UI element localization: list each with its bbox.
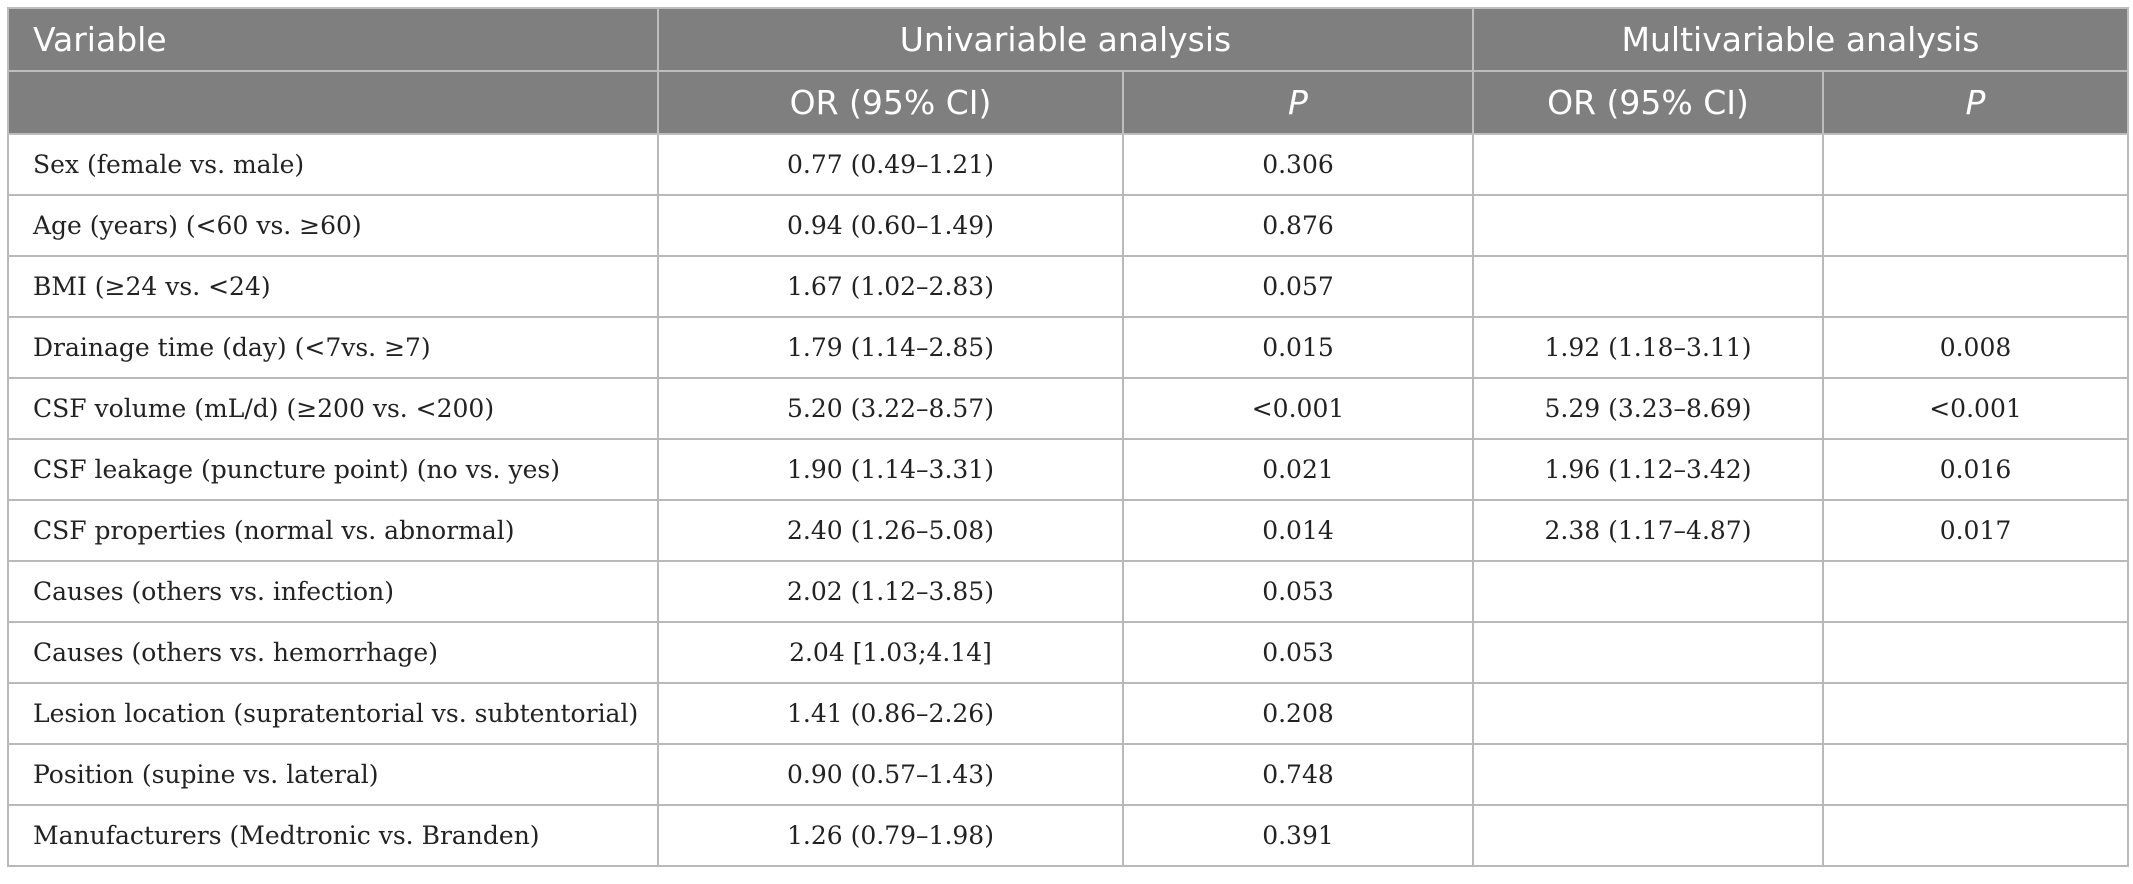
table-row: Manufacturers (Medtronic vs. Branden) 1.2…: [7, 804, 2129, 867]
cell-multi-p: [1822, 682, 2129, 745]
header-variable: Variable: [7, 7, 659, 72]
cell-multi-p: <0.001: [1822, 377, 2129, 440]
cell-multi-p: [1822, 804, 2129, 867]
table-row: Position (supine vs. lateral) 0.90 (0.57–…: [7, 743, 2129, 806]
cell-multi-p: [1822, 255, 2129, 318]
table-row: Causes (others vs. hemorrhage) 2.04 [1.03…: [7, 621, 2129, 684]
cell-uni-or: 1.41 (0.86–2.26): [657, 682, 1124, 745]
cell-uni-p: <0.001: [1122, 377, 1474, 440]
table-row: CSF volume (mL/d) (≥200 vs. <200) 5.20 (3…: [7, 377, 2129, 440]
cell-uni-or: 0.94 (0.60–1.49): [657, 194, 1124, 257]
cell-multi-or: [1472, 194, 1824, 257]
table-row: CSF leakage (puncture point) (no vs. yes…: [7, 438, 2129, 501]
cell-multi-p: 0.016: [1822, 438, 2129, 501]
table-row: CSF properties (normal vs. abnormal) 2.40…: [7, 499, 2129, 562]
cell-multi-or: 1.92 (1.18–3.11): [1472, 316, 1824, 379]
cell-multi-p: [1822, 194, 2129, 257]
header-blank: [7, 70, 659, 135]
table-row: Age (years) (<60 vs. ≥60) 0.94 (0.60–1.49…: [7, 194, 2129, 257]
cell-uni-p: 0.021: [1122, 438, 1474, 501]
cell-uni-or: 1.26 (0.79–1.98): [657, 804, 1124, 867]
cell-uni-or: 2.04 [1.03;4.14]: [657, 621, 1124, 684]
cell-multi-or: 1.96 (1.12–3.42): [1472, 438, 1824, 501]
header-row-subcolumns: OR (95% CI) P OR (95% CI) P: [7, 70, 2129, 135]
cell-variable: Drainage time (day) (<7vs. ≥7): [7, 316, 659, 379]
cell-uni-or: 1.90 (1.14–3.31): [657, 438, 1124, 501]
cell-uni-or: 1.67 (1.02–2.83): [657, 255, 1124, 318]
regression-table-container: Variable Univariable analysis Multivaria…: [7, 7, 2129, 867]
cell-variable: Lesion location (supratentorial vs. subt…: [7, 682, 659, 745]
cell-uni-p: 0.748: [1122, 743, 1474, 806]
cell-variable: CSF volume (mL/d) (≥200 vs. <200): [7, 377, 659, 440]
cell-uni-or: 2.40 (1.26–5.08): [657, 499, 1124, 562]
cell-uni-p: 0.391: [1122, 804, 1474, 867]
cell-uni-p: 0.876: [1122, 194, 1474, 257]
cell-variable: Sex (female vs. male): [7, 133, 659, 196]
table-row: Sex (female vs. male) 0.77 (0.49–1.21) 0.3…: [7, 133, 2129, 196]
cell-variable: Age (years) (<60 vs. ≥60): [7, 194, 659, 257]
cell-multi-p: 0.017: [1822, 499, 2129, 562]
header-univariable-analysis: Univariable analysis: [657, 7, 1474, 72]
cell-uni-p: 0.057: [1122, 255, 1474, 318]
cell-uni-p: 0.208: [1122, 682, 1474, 745]
table-body: Sex (female vs. male) 0.77 (0.49–1.21) 0.3…: [7, 133, 2129, 867]
cell-uni-or: 1.79 (1.14–2.85): [657, 316, 1124, 379]
table-row: Lesion location (supratentorial vs. subt…: [7, 682, 2129, 745]
header-uni-p: P: [1122, 70, 1474, 135]
cell-uni-or: 2.02 (1.12–3.85): [657, 560, 1124, 623]
table-row: BMI (≥24 vs. <24) 1.67 (1.02–2.83) 0.057: [7, 255, 2129, 318]
cell-variable: CSF leakage (puncture point) (no vs. yes…: [7, 438, 659, 501]
regression-table: Variable Univariable analysis Multivaria…: [7, 7, 2129, 867]
cell-multi-or: [1472, 682, 1824, 745]
cell-variable: Manufacturers (Medtronic vs. Branden): [7, 804, 659, 867]
cell-uni-p: 0.014: [1122, 499, 1474, 562]
cell-uni-p: 0.053: [1122, 621, 1474, 684]
table-row: Causes (others vs. infection) 2.02 (1.12–…: [7, 560, 2129, 623]
cell-multi-or: [1472, 621, 1824, 684]
header-multivariable-analysis: Multivariable analysis: [1472, 7, 2129, 72]
header-uni-or: OR (95% CI): [657, 70, 1124, 135]
cell-uni-or: 0.77 (0.49–1.21): [657, 133, 1124, 196]
cell-multi-p: [1822, 560, 2129, 623]
cell-multi-or: [1472, 133, 1824, 196]
cell-multi-p: [1822, 743, 2129, 806]
cell-variable: CSF properties (normal vs. abnormal): [7, 499, 659, 562]
header-multi-p: P: [1822, 70, 2129, 135]
cell-multi-or: [1472, 255, 1824, 318]
cell-multi-p: [1822, 621, 2129, 684]
header-multi-or: OR (95% CI): [1472, 70, 1824, 135]
cell-multi-or: [1472, 743, 1824, 806]
cell-variable: Position (supine vs. lateral): [7, 743, 659, 806]
table-header: Variable Univariable analysis Multivaria…: [7, 7, 2129, 135]
cell-variable: BMI (≥24 vs. <24): [7, 255, 659, 318]
cell-multi-or: 5.29 (3.23–8.69): [1472, 377, 1824, 440]
cell-multi-p: [1822, 133, 2129, 196]
cell-multi-or: [1472, 560, 1824, 623]
cell-variable: Causes (others vs. hemorrhage): [7, 621, 659, 684]
cell-multi-p: 0.008: [1822, 316, 2129, 379]
table-row: Drainage time (day) (<7vs. ≥7) 1.79 (1.14…: [7, 316, 2129, 379]
cell-multi-or: 2.38 (1.17–4.87): [1472, 499, 1824, 562]
cell-uni-p: 0.306: [1122, 133, 1474, 196]
cell-uni-p: 0.015: [1122, 316, 1474, 379]
cell-variable: Causes (others vs. infection): [7, 560, 659, 623]
cell-uni-or: 5.20 (3.22–8.57): [657, 377, 1124, 440]
cell-multi-or: [1472, 804, 1824, 867]
cell-uni-p: 0.053: [1122, 560, 1474, 623]
header-row-groups: Variable Univariable analysis Multivaria…: [7, 7, 2129, 72]
cell-uni-or: 0.90 (0.57–1.43): [657, 743, 1124, 806]
